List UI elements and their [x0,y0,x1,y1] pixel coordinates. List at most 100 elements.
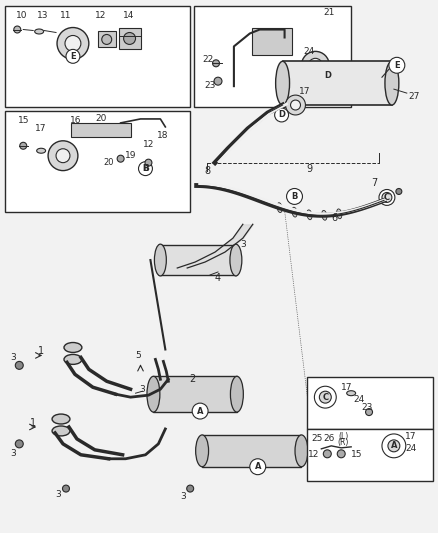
Ellipse shape [52,414,70,424]
Circle shape [250,459,266,475]
Ellipse shape [290,87,299,92]
Ellipse shape [347,391,356,395]
Circle shape [117,155,124,162]
Text: 20: 20 [103,158,114,167]
Circle shape [319,391,331,403]
Ellipse shape [35,29,44,34]
Text: E: E [70,52,76,61]
Ellipse shape [307,210,312,220]
Ellipse shape [147,376,160,412]
Text: 3: 3 [11,353,16,362]
Text: 7: 7 [371,177,377,188]
Circle shape [275,108,289,122]
Ellipse shape [277,203,282,213]
Bar [307,429,433,481]
Ellipse shape [337,209,342,219]
Text: 14: 14 [123,11,134,20]
Text: 22: 22 [202,55,214,64]
Circle shape [63,485,70,492]
Circle shape [102,35,112,44]
Circle shape [389,58,405,73]
Text: 12: 12 [143,140,154,149]
Text: 10: 10 [15,11,27,20]
Ellipse shape [292,207,297,217]
Circle shape [124,33,135,44]
Text: 24: 24 [353,394,365,403]
Text: 15: 15 [351,450,363,459]
Circle shape [66,50,80,63]
Bar [160,245,236,275]
Text: 17: 17 [405,432,417,441]
Text: 5: 5 [136,351,141,360]
Text: 23: 23 [205,80,216,90]
Ellipse shape [196,435,208,467]
Ellipse shape [64,354,82,365]
Circle shape [301,51,329,79]
Circle shape [396,189,402,195]
Circle shape [15,440,23,448]
Ellipse shape [37,148,46,153]
Text: 4: 4 [215,273,221,283]
Text: 13: 13 [37,11,49,20]
Text: 1: 1 [30,418,36,428]
Text: 21: 21 [324,8,335,17]
Text: 1: 1 [38,346,44,357]
Circle shape [286,95,305,115]
Bar [119,28,141,50]
Circle shape [308,58,322,72]
Text: 19: 19 [125,151,136,160]
Text: 17: 17 [299,87,310,95]
Text: 12: 12 [95,11,106,20]
Circle shape [388,440,400,452]
Circle shape [379,190,395,205]
Ellipse shape [64,343,82,352]
Circle shape [212,60,219,67]
Ellipse shape [276,61,290,105]
Text: A: A [254,462,261,471]
Ellipse shape [155,244,166,276]
Text: B: B [142,164,149,173]
Bar [252,28,292,55]
Text: 26: 26 [324,434,335,443]
Text: E: E [394,61,400,70]
Text: 24: 24 [405,445,417,454]
Text: 18: 18 [157,131,168,140]
Circle shape [286,189,303,204]
Circle shape [320,68,334,82]
Circle shape [14,26,21,33]
Bar [98,31,116,47]
Ellipse shape [230,244,242,276]
Bar [283,61,392,105]
Circle shape [56,149,70,163]
Text: 15: 15 [18,116,29,125]
Text: 2: 2 [189,374,195,384]
Text: A: A [391,441,397,450]
Text: 24: 24 [304,47,315,56]
Circle shape [48,141,78,171]
Bar [153,376,237,412]
Bar [71,123,131,137]
Circle shape [366,409,373,416]
Bar [5,111,190,212]
Circle shape [214,77,222,85]
Circle shape [290,100,300,110]
Circle shape [15,361,23,369]
Text: 6: 6 [331,213,337,223]
Ellipse shape [230,376,244,412]
Text: 3: 3 [140,385,145,394]
Circle shape [314,386,336,408]
Bar [194,6,351,107]
Text: 27: 27 [408,92,420,101]
Text: 9: 9 [306,164,312,174]
Bar [307,377,433,429]
Text: (R): (R) [338,438,349,447]
Text: 3: 3 [11,449,16,458]
Circle shape [145,159,152,166]
Text: 17: 17 [342,383,353,392]
Text: B: B [291,192,298,201]
Circle shape [65,36,81,51]
Text: 25: 25 [312,434,323,443]
Text: 3: 3 [240,240,246,248]
Circle shape [337,450,345,458]
Text: 20: 20 [95,115,106,124]
